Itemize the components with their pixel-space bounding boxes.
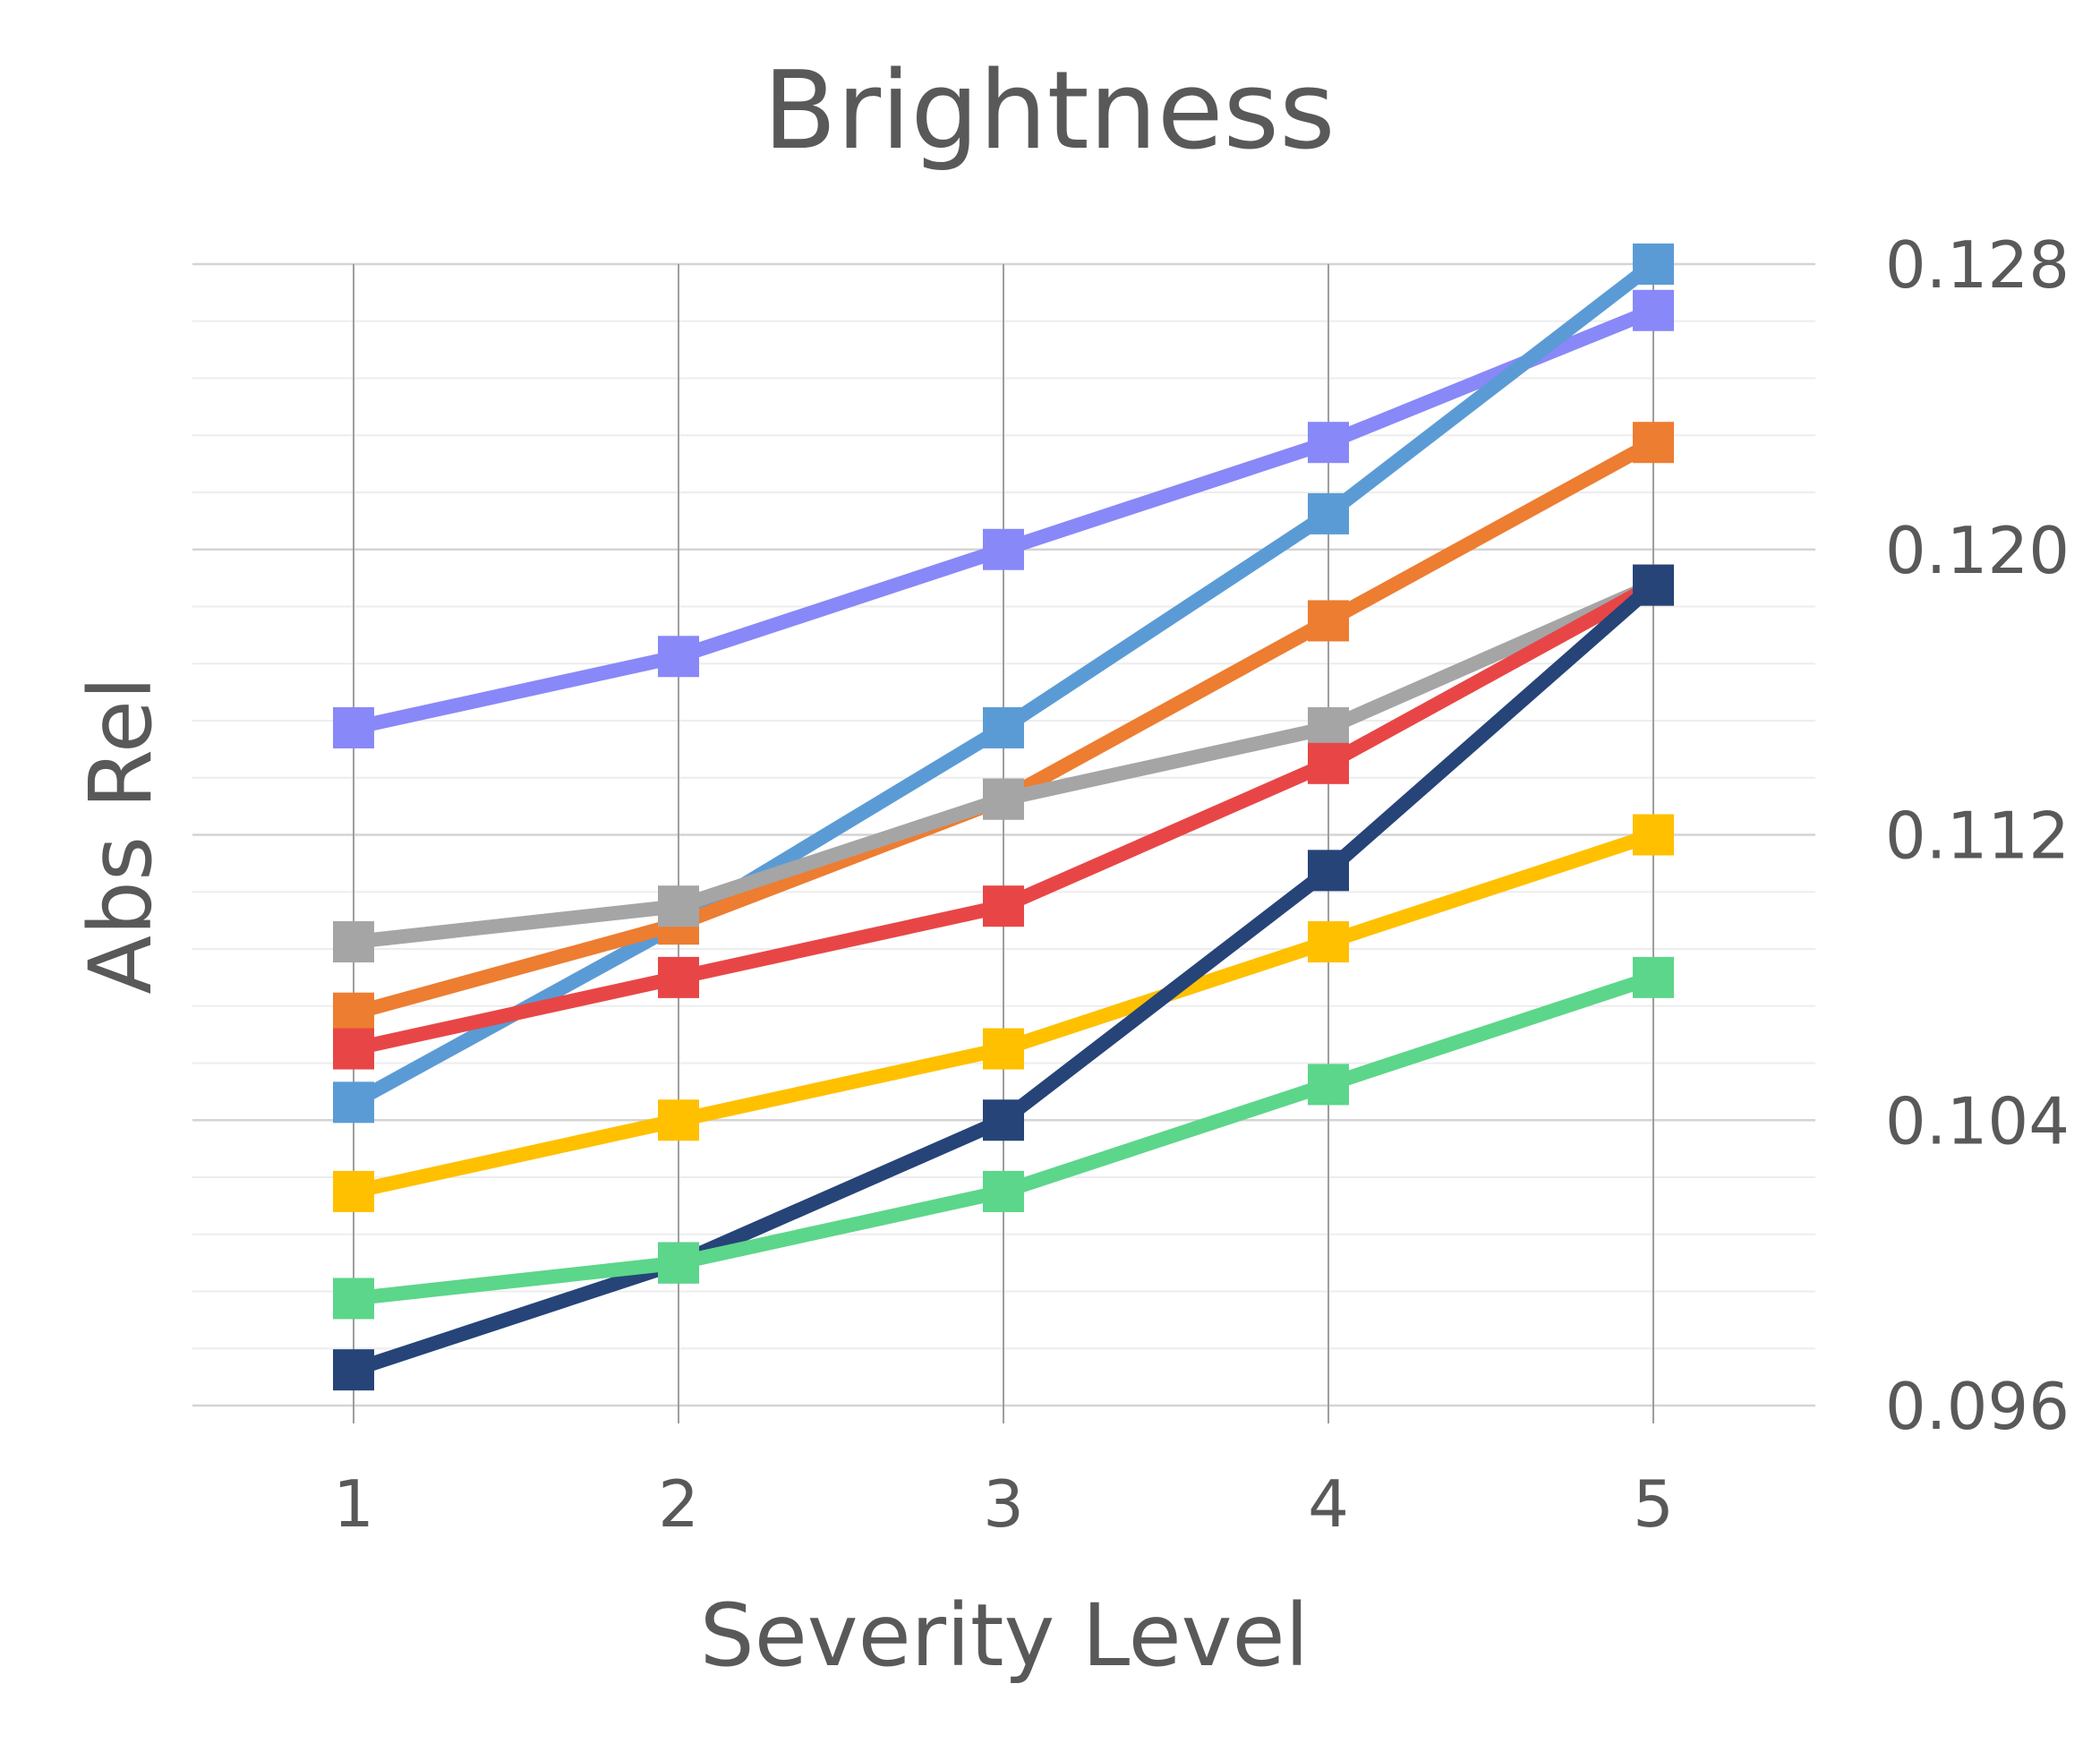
data-point <box>333 1278 374 1320</box>
data-point <box>1308 492 1349 534</box>
data-point <box>658 1242 699 1284</box>
data-point <box>333 921 374 963</box>
data-point <box>333 706 374 748</box>
series-8 <box>333 956 1674 1320</box>
data-point <box>1308 706 1349 748</box>
data-point <box>1308 742 1349 784</box>
chart-title: Brightness <box>763 49 1335 174</box>
data-point <box>1308 600 1349 642</box>
data-point <box>983 1099 1024 1141</box>
series-6 <box>333 814 1674 1212</box>
data-point <box>1308 850 1349 892</box>
data-point <box>983 528 1024 570</box>
data-point <box>333 992 374 1034</box>
y-tick-label: 0.112 <box>1885 799 2070 874</box>
tick-labels: 1 2 3 4 5 0.096 0.104 0.112 0.120 0.128 <box>333 227 2070 1542</box>
data-point <box>658 636 699 678</box>
data-point <box>1633 564 1674 606</box>
y-axis-title: Abs Rel <box>71 676 171 994</box>
data-point <box>983 1170 1024 1212</box>
y-tick-label: 0.096 <box>1885 1369 2070 1444</box>
data-point <box>1308 921 1349 963</box>
data-point <box>333 1028 374 1070</box>
data-point <box>333 1081 374 1124</box>
gridlines <box>192 262 1815 1423</box>
data-point <box>658 1099 699 1141</box>
series-7 <box>333 564 1674 1391</box>
y-tick-label: 0.128 <box>1885 227 2070 303</box>
data-point <box>983 778 1024 820</box>
x-tick-label: 2 <box>658 1466 699 1542</box>
x-tick-label: 1 <box>333 1466 374 1542</box>
data-point <box>658 885 699 927</box>
data-series <box>333 244 1674 1391</box>
x-tick-label: 4 <box>1308 1466 1349 1542</box>
data-point <box>1633 244 1674 285</box>
data-point <box>983 706 1024 748</box>
series-1 <box>333 289 1674 748</box>
data-point <box>333 1170 374 1212</box>
x-tick-label: 5 <box>1633 1466 1674 1542</box>
data-point <box>1633 289 1674 331</box>
data-point <box>333 1349 374 1391</box>
x-axis-title: Severity Level <box>700 1585 1309 1686</box>
data-point <box>983 885 1024 927</box>
y-tick-label: 0.104 <box>1885 1083 2070 1158</box>
data-point <box>1633 956 1674 998</box>
data-point <box>1633 422 1674 464</box>
data-point <box>1308 422 1349 464</box>
data-point <box>1308 1064 1349 1106</box>
data-point <box>658 956 699 998</box>
data-point <box>983 1028 1024 1070</box>
data-point <box>1633 814 1674 856</box>
x-tick-label: 3 <box>983 1466 1024 1542</box>
y-tick-label: 0.120 <box>1885 513 2070 588</box>
